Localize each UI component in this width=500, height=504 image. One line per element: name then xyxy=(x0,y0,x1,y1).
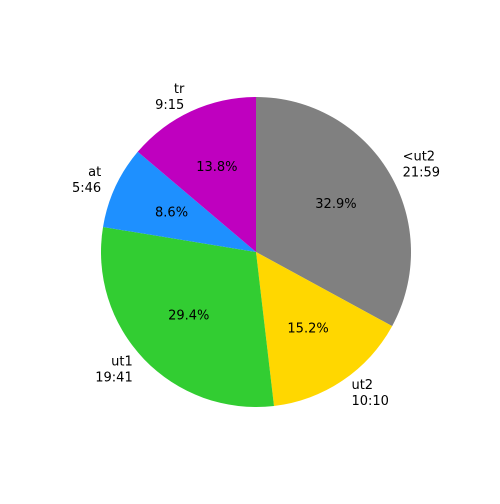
pie-wedge xyxy=(103,151,256,252)
pie-wedge xyxy=(137,97,256,252)
pie-wedge xyxy=(256,97,411,327)
percent-label: 13.8% xyxy=(196,160,237,175)
time-label: 10:10 xyxy=(351,394,388,409)
time-label: 19:41 xyxy=(95,370,132,385)
percent-label: 8.6% xyxy=(155,206,188,221)
time-label: 5:46 xyxy=(72,181,101,196)
category-label: ut1 xyxy=(111,354,133,369)
time-label: 9:15 xyxy=(155,98,184,113)
category-label: tr xyxy=(174,82,185,97)
category-label: at xyxy=(88,165,101,180)
time-label: 21:59 xyxy=(403,165,440,180)
pie-wedge xyxy=(100,227,274,407)
pie-wedge xyxy=(256,252,393,406)
category-label: <ut2 xyxy=(403,149,436,164)
category-label: ut2 xyxy=(351,378,373,393)
percent-label: 32.9% xyxy=(315,197,356,212)
percent-label: 15.2% xyxy=(287,322,328,337)
percent-label: 29.4% xyxy=(168,309,209,324)
